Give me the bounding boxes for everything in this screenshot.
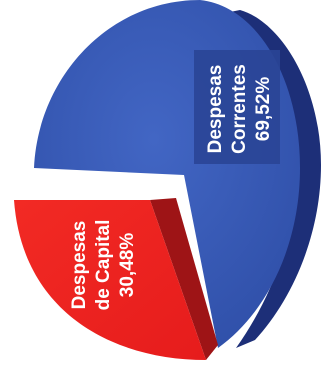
slice-despesas-capital: Despesas de Capital 30,48%	[14, 198, 218, 360]
capital-label-line2: de Capital	[93, 220, 114, 311]
slice-despesas-correntes: Despesas Correntes 69,52%	[34, 0, 321, 348]
correntes-label-line2: Correntes	[229, 64, 250, 154]
slice-capital-top	[14, 200, 206, 360]
slice-correntes-side	[230, 10, 321, 348]
slice-capital-side	[150, 198, 218, 360]
correntes-label-box	[194, 50, 280, 164]
correntes-label-line1: Despesas	[205, 65, 226, 154]
capital-value-label: 30,48%	[117, 233, 138, 298]
capital-label-line1: Despesas	[69, 221, 90, 310]
correntes-value-label: 69,52%	[253, 77, 274, 142]
